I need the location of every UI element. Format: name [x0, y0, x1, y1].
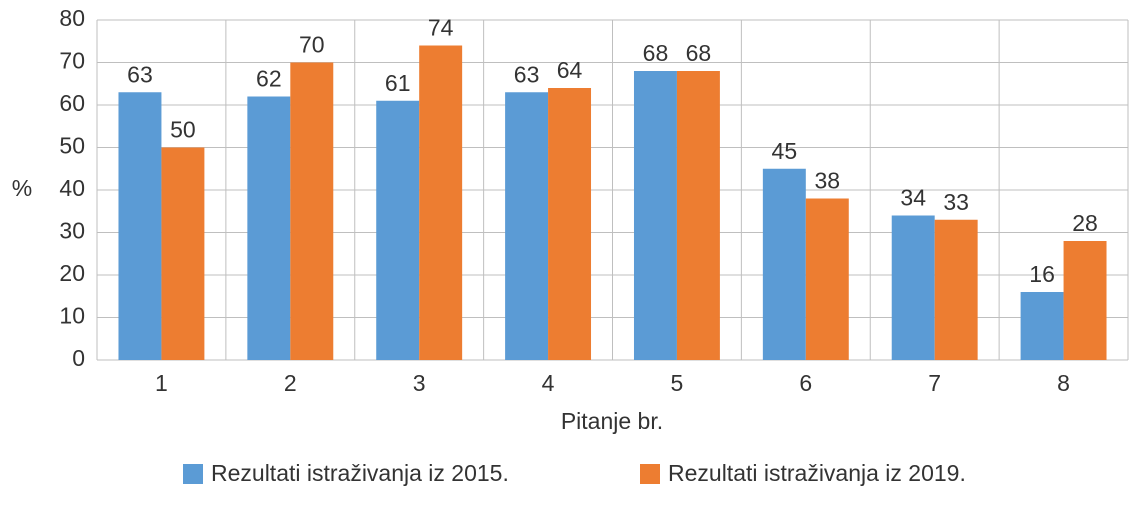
bar [161, 147, 205, 360]
y-axis-title: % [12, 175, 32, 201]
legend-label: Rezultati istraživanja iz 2015. [211, 460, 509, 486]
y-tick-label: 60 [59, 90, 85, 116]
x-tick-label: 8 [1057, 370, 1070, 396]
data-label: 63 [127, 61, 153, 87]
bar [1020, 292, 1064, 360]
bar [118, 92, 162, 360]
data-label: 28 [1072, 210, 1098, 236]
data-label: 50 [170, 117, 196, 143]
x-tick-label: 5 [671, 370, 684, 396]
data-label: 64 [557, 57, 583, 83]
bar [633, 71, 677, 360]
x-tick-label: 3 [413, 370, 426, 396]
bar [419, 45, 463, 360]
data-label: 70 [299, 32, 325, 58]
y-tick-label: 40 [59, 175, 85, 201]
data-label: 68 [643, 40, 669, 66]
bar [762, 168, 806, 360]
legend-label: Rezultati istraživanja iz 2019. [668, 460, 966, 486]
x-axis-title: Pitanje br. [561, 408, 663, 434]
data-label: 33 [943, 189, 969, 215]
bar [290, 62, 334, 360]
data-label: 68 [686, 40, 712, 66]
y-tick-label: 0 [72, 345, 85, 371]
x-tick-label: 7 [928, 370, 941, 396]
data-label: 34 [900, 185, 926, 211]
data-label: 63 [514, 61, 540, 87]
bar [805, 198, 849, 360]
bar [247, 96, 291, 360]
y-tick-label: 10 [59, 303, 85, 329]
data-label: 61 [385, 70, 411, 96]
data-label: 38 [814, 168, 840, 194]
bar [1063, 241, 1107, 360]
bar [891, 215, 935, 360]
bar [376, 100, 420, 360]
legend-swatch [183, 464, 203, 484]
y-tick-label: 30 [59, 218, 85, 244]
data-label: 45 [772, 138, 798, 164]
data-label: 62 [256, 66, 282, 92]
x-tick-label: 4 [542, 370, 555, 396]
bar [505, 92, 549, 360]
y-tick-label: 50 [59, 133, 85, 159]
bar [934, 219, 978, 360]
data-label: 74 [428, 15, 454, 41]
legend-swatch [640, 464, 660, 484]
x-tick-label: 2 [284, 370, 297, 396]
x-tick-label: 6 [799, 370, 812, 396]
y-tick-label: 70 [59, 48, 85, 74]
bar [676, 71, 720, 360]
y-tick-label: 80 [59, 5, 85, 31]
x-tick-label: 1 [155, 370, 168, 396]
bar [548, 88, 592, 360]
data-label: 16 [1029, 261, 1055, 287]
y-tick-label: 20 [59, 260, 85, 286]
